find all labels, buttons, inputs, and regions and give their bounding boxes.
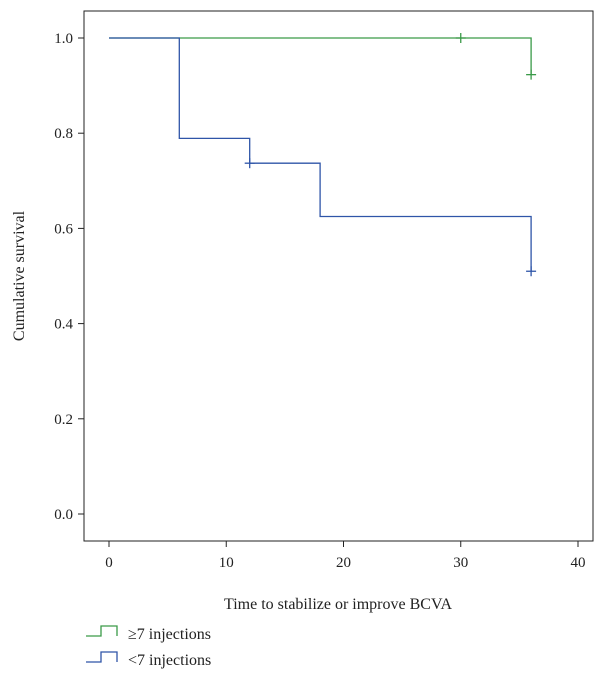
series-line-1: [109, 37, 532, 75]
legend-swatch-icon: [86, 625, 118, 637]
y-tick-label: 0.2: [54, 412, 73, 428]
y-tick-label: 1.0: [54, 31, 73, 47]
x-axis-title: Time to stabilize or improve BCVA: [224, 596, 452, 613]
legend-swatch-icon: [86, 651, 118, 663]
series-line-2: [109, 37, 532, 272]
x-tick-label: 0: [105, 555, 113, 571]
x-tick-label: 20: [336, 555, 351, 571]
y-axis-title: Cumulative survival: [11, 210, 28, 341]
x-tick-label: 10: [219, 555, 234, 571]
y-tick-label: 0.4: [54, 317, 73, 333]
legend-item: ≥7 injections: [86, 625, 211, 643]
y-tick-label: 0.0: [54, 507, 73, 523]
y-tick-label: 0.8: [54, 126, 73, 142]
y-tick-label: 0.6: [54, 221, 73, 237]
y-axis: 0.0 0.2 0.4 0.6 0.8 1.0: [54, 31, 84, 523]
legend-label: <7 injections: [128, 652, 211, 669]
x-tick-label: 40: [571, 555, 586, 571]
series-layer: [109, 33, 537, 277]
legend-label: ≥7 injections: [128, 626, 211, 643]
x-axis: 0 10 20 30 40: [105, 541, 586, 571]
legend: ≥7 injections <7 injections: [86, 625, 211, 669]
x-tick-label: 30: [453, 555, 468, 571]
plot-frame: [83, 10, 594, 542]
legend-item: <7 injections: [86, 651, 211, 669]
